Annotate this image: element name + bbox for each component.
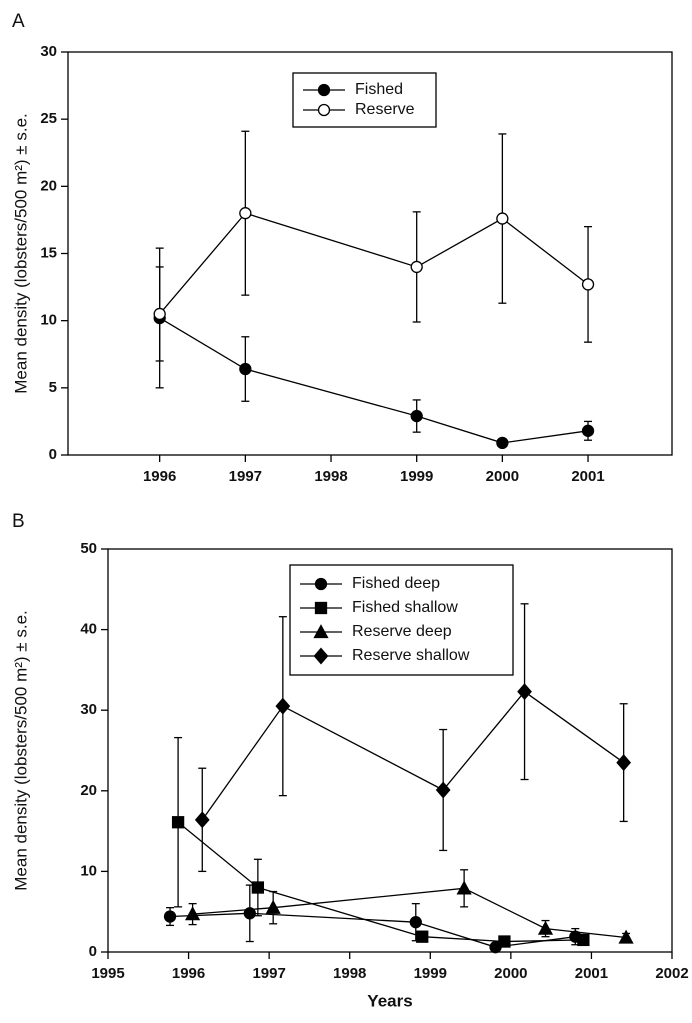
series-line: [159, 212, 589, 315]
legend-marker: [313, 647, 329, 665]
data-point: [577, 933, 590, 947]
legend-label: Reserve shallow: [352, 647, 470, 664]
x-tick-label: 2001: [575, 965, 608, 982]
x-tick-label: 2000: [494, 965, 527, 982]
y-tick-label: 15: [40, 244, 57, 261]
y-tick-label: 10: [80, 862, 97, 879]
data-point: [275, 697, 291, 715]
data-point: [537, 920, 554, 935]
x-tick-label: 1999: [400, 468, 433, 485]
panel-label: B: [12, 511, 25, 532]
data-point: [616, 754, 632, 772]
data-point: [435, 781, 451, 799]
x-tick-label: 2002: [655, 965, 688, 982]
x-tick-label: 1999: [414, 965, 447, 982]
data-point: [498, 935, 511, 948]
data-point: [496, 436, 509, 450]
legend-label: Fished: [355, 81, 403, 98]
legend-marker: [313, 624, 329, 639]
data-point: [243, 907, 256, 920]
y-tick-label: 0: [49, 446, 57, 463]
data-point: [251, 881, 265, 894]
panel-label: A: [12, 11, 25, 32]
legend-marker: [317, 103, 331, 117]
data-point: [265, 899, 281, 914]
series-line: [177, 821, 584, 943]
legend-label: Reserve deep: [352, 623, 452, 640]
data-point: [409, 916, 422, 929]
legend-marker: [314, 577, 328, 591]
data-point: [153, 307, 166, 321]
y-tick-label: 30: [80, 701, 97, 718]
series-line: [201, 690, 625, 821]
x-tick-label: 1998: [333, 965, 366, 982]
y-tick-label: 30: [40, 43, 57, 60]
x-axis-title: Years: [367, 991, 412, 1010]
data-point: [581, 278, 595, 291]
legend-label: Fished shallow: [352, 599, 458, 616]
series-line: [170, 912, 576, 948]
data-point: [239, 362, 252, 376]
y-tick-label: 40: [80, 621, 97, 638]
data-point: [496, 212, 509, 225]
legend-marker: [317, 83, 331, 97]
data-point: [416, 930, 429, 943]
x-tick-label: 1998: [314, 468, 347, 485]
y-tick-label: 10: [40, 312, 57, 329]
data-point: [194, 811, 210, 829]
y-tick-label: 20: [40, 177, 57, 194]
data-point: [171, 816, 185, 829]
x-tick-label: 2001: [571, 468, 604, 485]
x-tick-label: 1995: [91, 965, 124, 982]
legend-label: Fished deep: [352, 575, 440, 592]
x-tick-label: 1997: [252, 965, 285, 982]
data-point: [239, 207, 252, 220]
y-axis-title: Mean density (lobsters/500 m²) ± s.e.: [11, 113, 30, 394]
data-point: [456, 880, 472, 895]
data-point: [185, 906, 201, 921]
y-tick-label: 50: [80, 540, 97, 557]
y-tick-label: 20: [80, 782, 97, 799]
legend-label: Reserve: [355, 101, 415, 118]
data-point: [618, 929, 634, 944]
x-tick-label: 2000: [486, 468, 519, 485]
series-line: [159, 317, 589, 444]
y-tick-label: 25: [40, 110, 57, 127]
y-tick-label: 0: [89, 943, 97, 960]
data-point: [581, 424, 595, 437]
data-point: [517, 683, 532, 701]
data-point: [410, 260, 423, 274]
x-tick-label: 1996: [172, 965, 205, 982]
legend-box: [292, 72, 437, 128]
data-point: [163, 910, 177, 923]
plot-frame: [107, 548, 673, 953]
data-point: [410, 409, 423, 423]
legend-marker: [314, 601, 328, 615]
y-axis-title: Mean density (lobsters/500 m²) ± s.e.: [11, 610, 30, 891]
y-tick-label: 5: [49, 379, 57, 396]
x-tick-label: 1997: [229, 468, 262, 485]
x-tick-label: 1996: [143, 468, 176, 485]
